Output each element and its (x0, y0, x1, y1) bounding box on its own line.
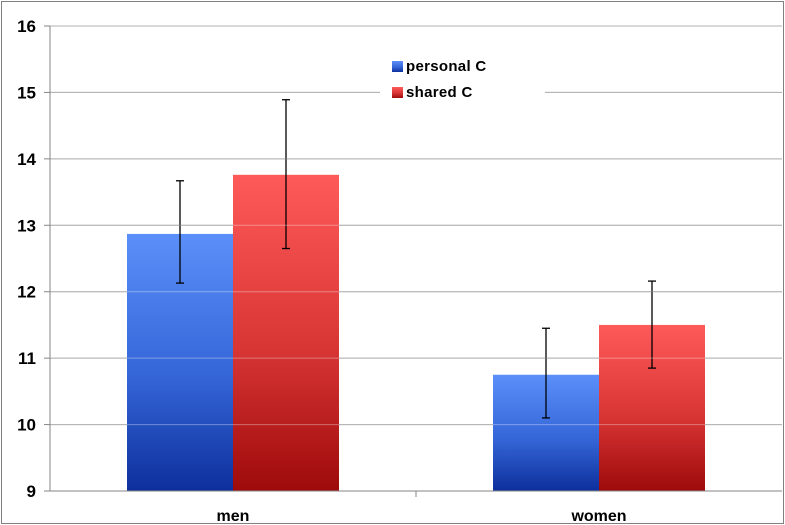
y-tick-label-12: 12 (17, 283, 36, 302)
bars (50, 25, 782, 492)
y-tick-label-16: 16 (17, 17, 36, 36)
category-label-women: women (570, 508, 626, 525)
axes: 9 10 11 12 13 14 15 16 men women (17, 17, 782, 525)
y-tick-label-10: 10 (17, 416, 36, 435)
legend-label-personal-C: personal C (406, 58, 487, 75)
legend-swatch-shared-C (392, 87, 403, 98)
legend-label-shared-C: shared C (406, 84, 473, 101)
y-tick-label-15: 15 (17, 83, 36, 102)
legend-swatch-personal-C (392, 61, 403, 72)
y-tick-label-11: 11 (18, 349, 36, 368)
y-tick-label-13: 13 (17, 216, 36, 235)
category-label-men: men (217, 508, 250, 525)
legend-box (380, 50, 545, 108)
y-tick-label-14: 14 (17, 150, 36, 169)
legend: personal C shared C (380, 50, 545, 108)
y-tick-label-9: 9 (27, 482, 36, 501)
